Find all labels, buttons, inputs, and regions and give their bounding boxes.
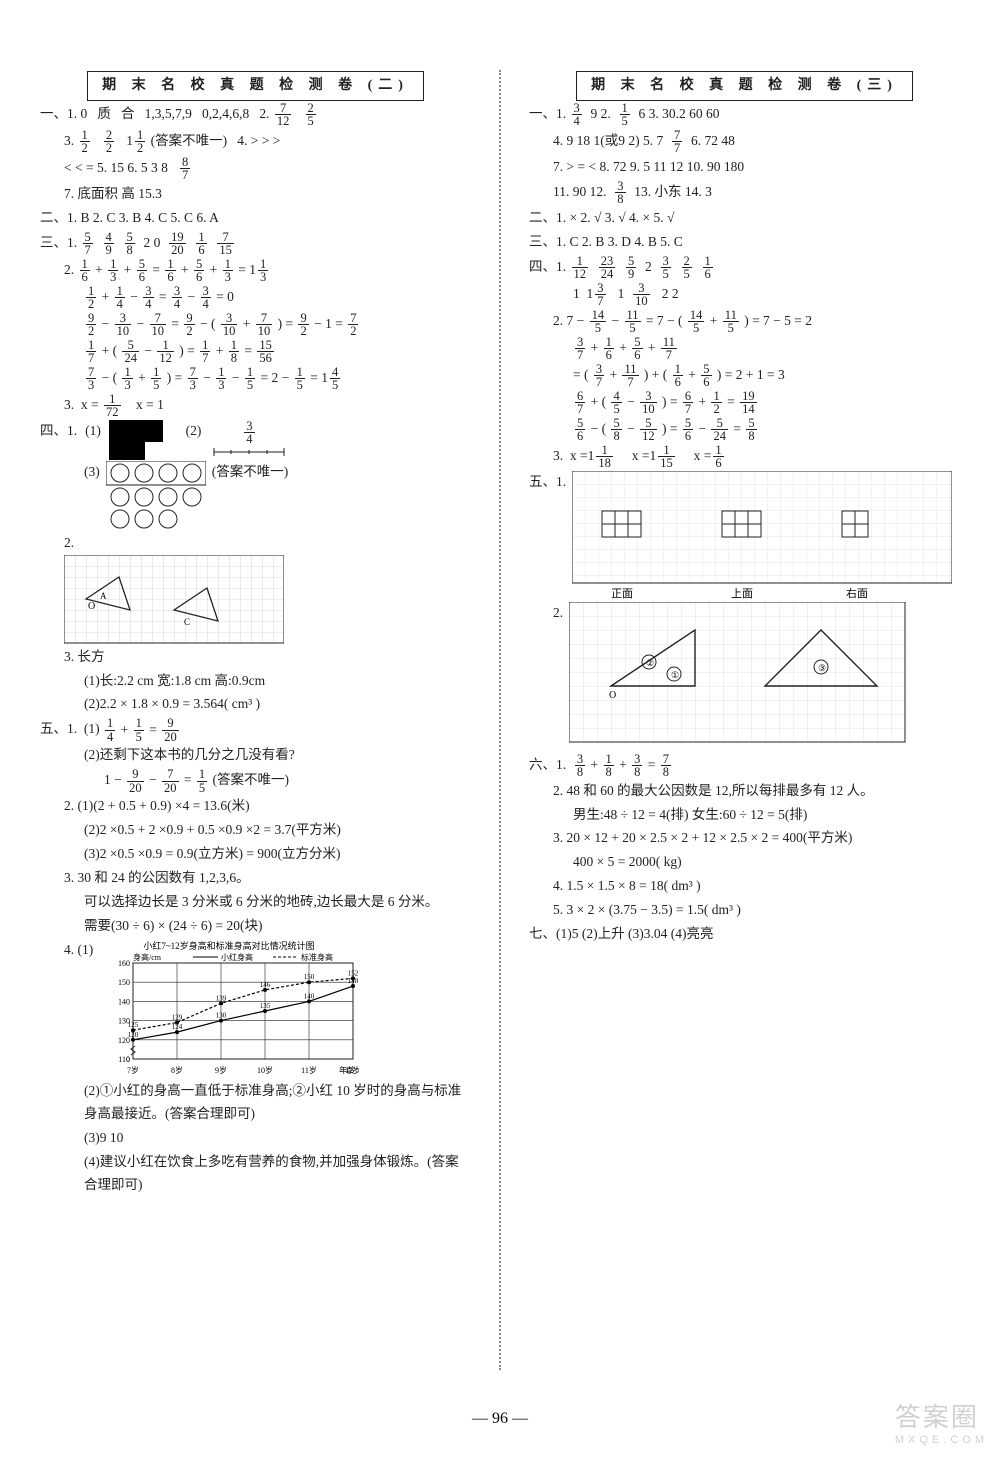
svg-text:小红身高: 小红身高 [221,952,253,962]
l-s1-l4: 7. 底面积 高 15.3 [40,183,471,206]
svg-text:146: 146 [260,981,271,989]
svg-text:正面: 正面 [611,588,633,600]
svg-text:0: 0 [126,1055,130,1064]
three-views-figure: 正面 上面 右面 [572,471,952,601]
svg-text:A: A [100,591,107,601]
l-s1-l2: 3. 12 22 112 (答案不唯一) 4. > > > [40,129,471,155]
svg-text:8岁: 8岁 [171,1065,183,1075]
svg-text:C: C [184,617,190,627]
svg-text:10岁: 10岁 [257,1065,273,1075]
svg-text:①: ① [671,670,679,680]
column-divider [499,70,501,1370]
svg-text:上面: 上面 [731,587,753,600]
svg-text:135: 135 [260,1002,271,1010]
svg-text:③: ③ [818,663,826,673]
l-s5-q4: 4. (1) 小红7~12岁身高和标准身高对比情况统计图身高/cm小红身高标准身… [40,939,471,1079]
l-s4-q3: 3. 长方 [40,646,471,669]
svg-text:小红7~12岁身高和标准身高对比情况统计图: 小红7~12岁身高和标准身高对比情况统计图 [144,940,315,951]
r-s6-l1: 六、1. 38 + 18 + 38 = 78 [529,753,960,779]
right-column: 期 末 名 校 真 题 检 测 卷 (三) 一、1. 34 9 2. 15 6 … [529,70,960,1370]
svg-text:152: 152 [348,969,359,977]
l-s4-l1: 四、1. (1) (2) 34 [40,420,471,460]
r-s2: 二、1. × 2. √ 3. √ 4. × 5. √ [529,207,960,230]
l-s3-l1: 三、1. 57 49 58 2 0 1920 16 715 [40,231,471,257]
fig-circles-grid [106,461,206,531]
svg-text:9岁: 9岁 [215,1065,227,1075]
left-title: 期 末 名 校 真 题 检 测 卷 (二) [87,71,424,101]
l-s3-q2: 2. 16 + 13 + 56 = 16 + 56 + 13 = 113 [40,258,471,284]
svg-text:11岁: 11岁 [301,1065,317,1075]
l-s4-item3: (3) (答案不唯一) [40,461,471,531]
l-s4-q2: 2. OA C [40,532,471,645]
svg-text:年龄: 年龄 [339,1065,355,1075]
fig-rotation-grid: OA C [64,555,284,645]
r-s5: 五、1. 正面上面右面 [529,471,960,601]
r-s1-l1: 一、1. 34 9 2. 15 6 3. 30.2 60 60 [529,102,960,128]
r-s7: 七、(1)5 (2)上升 (3)3.04 (4)亮亮 [529,923,960,946]
svg-text:125: 125 [128,1021,139,1029]
height-chart: 小红7~12岁身高和标准身高对比情况统计图身高/cm小红身高标准身高110120… [99,939,359,1079]
svg-text:右面: 右面 [846,586,868,600]
svg-text:150: 150 [304,973,315,981]
l-s3-q3: 3. x = 172 x = 1 [40,393,471,419]
r-s4-l1: 四、1. 112 2324 59 2 35 25 16 [529,255,960,281]
fig-triangles-grid: ② ① O ③ [569,602,909,752]
svg-text:标准身高: 标准身高 [301,952,333,962]
l-s1-l1: 一、1. 0 质 合 1,3,5,7,9 0,2,4,6,8 2. 712 25 [40,102,471,128]
svg-text:140: 140 [118,997,130,1006]
l-s1-l3: < < = 5. 15 6. 5 3 8 87 [40,156,471,182]
svg-text:②: ② [646,658,654,668]
page-number: — 96 — [0,1410,1000,1428]
left-column: 期 末 名 校 真 题 检 测 卷 (二) 一、1. 0 质 合 1,3,5,7… [40,70,471,1370]
svg-text:129: 129 [172,1014,183,1022]
r-s3: 三、1. C 2. B 3. D 4. B 5. C [529,231,960,254]
svg-text:身高/cm: 身高/cm [133,952,162,962]
l-s5-q1: 五、1. (1) 14 + 15 = 920 [40,717,471,743]
r-s5-q2: 2. ② ① O ③ [529,602,960,752]
svg-text:139: 139 [216,994,227,1002]
fig-black-square [109,420,163,460]
r-s4-q3: 3. x =1118 x =1115 x =16 [529,444,960,470]
watermark: 答案圈 MXQE.COM [895,1397,988,1446]
svg-text:O: O [88,601,95,612]
svg-text:130: 130 [216,1012,227,1020]
svg-text:7岁: 7岁 [127,1065,139,1075]
svg-text:150: 150 [118,978,130,987]
svg-text:140: 140 [304,992,315,1000]
svg-text:O: O [609,690,616,701]
right-title: 期 末 名 校 真 题 检 测 卷 (三) [576,71,913,101]
l-s2: 二、1. B 2. C 3. B 4. C 5. C 6. A [40,207,471,230]
svg-text:160: 160 [118,959,130,968]
